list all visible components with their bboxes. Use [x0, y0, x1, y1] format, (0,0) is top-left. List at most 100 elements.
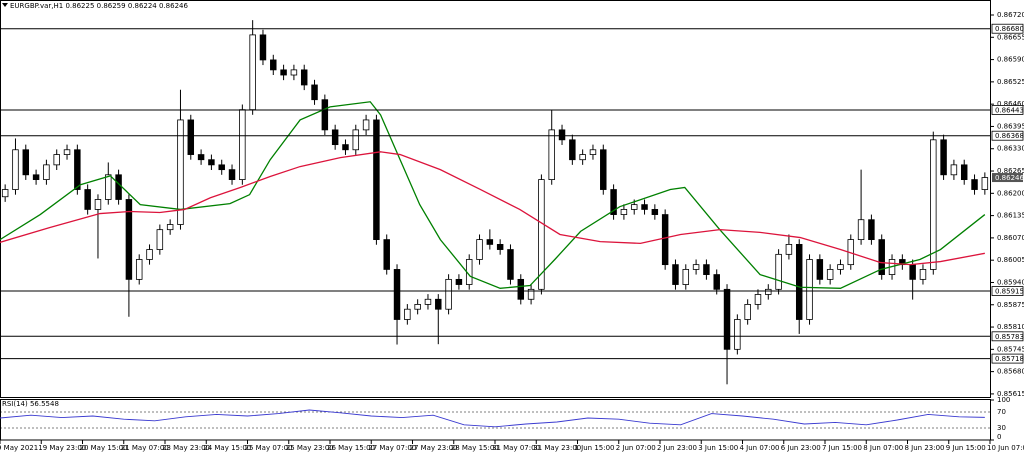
- moving-average-line: [0, 101, 986, 289]
- level-label: 0.86443: [995, 106, 1024, 114]
- candle-body: [1, 189, 9, 198]
- candle-body: [610, 189, 617, 215]
- level-label-box: [991, 286, 1024, 296]
- candle-body: [146, 249, 153, 260]
- candle-body: [558, 129, 566, 141]
- candle-body: [641, 204, 648, 210]
- candle-body: [321, 99, 329, 131]
- level-label: 0.85718: [995, 355, 1024, 363]
- indicator-title: RSI(14) 56.5548: [2, 400, 59, 408]
- candle-body: [53, 154, 60, 166]
- candle-body: [74, 149, 81, 190]
- candle-body: [785, 244, 793, 255]
- candle-body: [868, 219, 875, 241]
- current-price-label: 0.86246: [995, 174, 1024, 182]
- x-tick-label: 8 Jun 07:00: [863, 444, 903, 452]
- candle-body: [919, 269, 927, 280]
- y-tick-label: 0.86395: [997, 122, 1024, 130]
- level-label-box: [991, 23, 1024, 34]
- candle-body: [682, 269, 690, 285]
- x-tick-label: 21 May 07:00: [121, 444, 169, 452]
- candle-body: [455, 278, 463, 285]
- y-tick-label: 0.86460: [997, 100, 1024, 108]
- x-tick-label: 19 May 23:00: [38, 444, 86, 452]
- rsi-tick-label: 70: [997, 408, 1006, 416]
- x-tick-label: 27 May 07:00: [368, 444, 416, 452]
- candle-body: [300, 69, 308, 86]
- x-tick-label: 20 May 15:00: [80, 444, 128, 452]
- candle-body: [981, 177, 989, 190]
- candle-body: [930, 139, 937, 270]
- candle-body: [290, 69, 298, 76]
- candle-body: [166, 224, 174, 231]
- candle-body: [878, 239, 885, 275]
- y-tick-label: 0.85940: [997, 278, 1024, 286]
- candle-body: [651, 209, 659, 215]
- candle-body: [579, 154, 586, 161]
- x-tick-label: 4 Jun 07:00: [740, 444, 780, 452]
- candle-body: [435, 298, 442, 310]
- menu-arrow-icon[interactable]: [2, 3, 8, 7]
- y-tick-label: 0.86525: [997, 78, 1024, 86]
- candle-body: [775, 253, 782, 290]
- candle-body: [734, 319, 741, 350]
- y-tick-label: 0.86200: [997, 189, 1024, 197]
- candle-body: [187, 119, 195, 155]
- candle-body: [352, 129, 360, 151]
- y-tick-label: 0.85680: [997, 368, 1024, 376]
- candle-body: [960, 164, 968, 180]
- candle-body: [527, 288, 535, 300]
- candle-body: [404, 308, 411, 320]
- candle-body: [43, 164, 50, 180]
- candle-body: [971, 179, 978, 190]
- x-tick-label: 9 May 2021: [0, 444, 38, 452]
- x-tick-label: 9 Jun 15:00: [946, 444, 986, 452]
- level-label-box: [991, 130, 1024, 141]
- x-tick-label: 2 Jun 23:00: [657, 444, 697, 452]
- y-tick-label: 0.85615: [997, 390, 1024, 398]
- candle-body: [940, 139, 947, 176]
- candle-body: [156, 229, 164, 250]
- y-tick-label: 0.86265: [997, 167, 1024, 175]
- level-label: 0.85783: [995, 333, 1024, 341]
- candle-body: [744, 304, 751, 320]
- candle-body: [630, 204, 638, 210]
- main-panel-frame: [0, 0, 991, 398]
- candle-body: [218, 164, 225, 171]
- candle-body: [208, 159, 215, 166]
- level-label-box: [991, 353, 1024, 364]
- candle-body: [548, 129, 555, 180]
- candle-body: [22, 149, 30, 176]
- candle-body: [507, 249, 514, 280]
- candle-body: [383, 239, 390, 270]
- candle-body: [703, 264, 710, 275]
- candle-body: [754, 294, 762, 305]
- candle-body: [806, 259, 813, 320]
- x-tick-label: 8 Jun 23:00: [905, 444, 945, 452]
- candle-body: [909, 264, 916, 280]
- candle-body: [84, 189, 91, 210]
- candle-body: [538, 179, 545, 290]
- y-tick-label: 0.86330: [997, 145, 1024, 153]
- x-tick-label: 10 Jun 07:00: [987, 444, 1024, 452]
- candle-body: [311, 84, 318, 101]
- candle-body: [837, 264, 844, 270]
- candle-body: [280, 69, 287, 76]
- y-tick-label: 0.86135: [997, 212, 1024, 220]
- plot-layer: 0.86720 0.86655 0.86590 0.86525 0.86460 0.863…: [0, 11, 1024, 452]
- rsi-tick-label: 100: [997, 396, 1010, 404]
- x-tick-label: 3 Jun 15:00: [698, 444, 738, 452]
- candle-body: [259, 34, 267, 61]
- candle-body: [826, 269, 834, 280]
- candle-body: [816, 259, 824, 280]
- x-tick-label: 31 May 23:00: [533, 444, 581, 452]
- candle-body: [32, 174, 40, 180]
- candle-body: [270, 59, 277, 71]
- x-tick-label: 1 Jun 15:00: [575, 444, 615, 452]
- candle-body: [857, 219, 865, 241]
- level-label: 0.85915: [995, 288, 1024, 296]
- level-label: 0.86680: [995, 25, 1024, 33]
- candle-body: [63, 149, 71, 155]
- candle-body: [115, 174, 122, 200]
